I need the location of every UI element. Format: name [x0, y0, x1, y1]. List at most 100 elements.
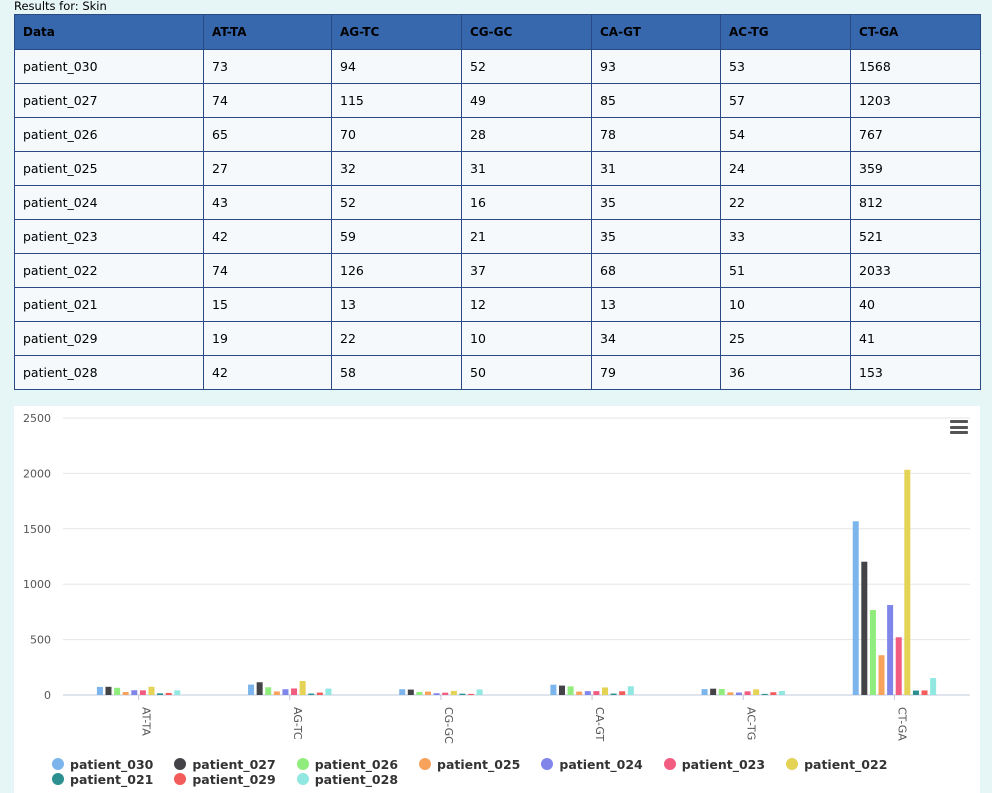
legend-item[interactable]: patient_028	[296, 772, 398, 787]
legend-item[interactable]: patient_029	[174, 772, 276, 787]
bar[interactable]	[425, 691, 432, 695]
bar[interactable]	[878, 655, 885, 695]
legend-label: patient_021	[70, 772, 154, 787]
bar[interactable]	[273, 691, 280, 695]
bar[interactable]	[930, 678, 937, 695]
table-cell: 115	[331, 83, 462, 118]
bar[interactable]	[861, 561, 868, 695]
bar[interactable]	[753, 689, 760, 695]
bar[interactable]	[727, 692, 734, 695]
bar[interactable]	[610, 693, 617, 695]
bar[interactable]	[407, 689, 414, 695]
bar[interactable]	[308, 693, 315, 695]
column-header: AC-TG	[720, 14, 851, 50]
table-cell: 1568	[850, 49, 981, 84]
legend-marker	[419, 758, 432, 770]
bar[interactable]	[710, 688, 717, 695]
row-label-cell: patient_025	[14, 151, 204, 186]
bar[interactable]	[291, 688, 298, 695]
table-row: patient_029 19 22 10 34 25 41	[14, 321, 981, 356]
legend-item[interactable]: patient_027	[174, 757, 276, 772]
bar[interactable]	[718, 689, 725, 695]
x-tick-label: AT-TA	[140, 707, 153, 736]
table-cell: 36	[720, 355, 851, 390]
legend-marker	[52, 773, 64, 785]
bar[interactable]	[433, 693, 440, 695]
legend-item[interactable]: patient_023	[663, 757, 765, 772]
bar[interactable]	[912, 690, 919, 695]
bar[interactable]	[887, 605, 894, 695]
bar[interactable]	[399, 689, 406, 695]
table-cell: 767	[850, 117, 981, 152]
bar[interactable]	[442, 692, 449, 695]
bar[interactable]	[558, 685, 565, 695]
bar[interactable]	[316, 692, 323, 695]
bar[interactable]	[299, 681, 306, 695]
legend-item[interactable]: patient_022	[786, 757, 887, 772]
legend-item[interactable]: patient_024	[541, 757, 643, 772]
bar[interactable]	[139, 690, 146, 695]
bar[interactable]	[96, 686, 103, 695]
legend-marker	[174, 773, 187, 785]
bar[interactable]	[576, 691, 583, 695]
bar[interactable]	[148, 686, 155, 695]
bar[interactable]	[165, 692, 172, 695]
bar[interactable]	[904, 469, 911, 695]
legend-item[interactable]: patient_026	[296, 757, 398, 772]
row-label-cell: patient_030	[14, 49, 204, 84]
bar[interactable]	[567, 686, 574, 695]
bar[interactable]	[416, 691, 423, 695]
table-cell: 59	[331, 219, 462, 254]
bar[interactable]	[114, 687, 121, 695]
bar[interactable]	[761, 693, 768, 695]
bar[interactable]	[601, 687, 608, 695]
table-cell: 16	[461, 185, 592, 220]
bar[interactable]	[869, 610, 876, 695]
bar[interactable]	[735, 692, 742, 695]
bar[interactable]	[744, 691, 751, 695]
table-cell: 68	[591, 253, 721, 288]
bar[interactable]	[921, 690, 928, 695]
bar[interactable]	[157, 693, 164, 695]
bar[interactable]	[248, 684, 255, 695]
table-row: patient_027 74 115 49 85 57 1203	[14, 83, 981, 118]
bar[interactable]	[131, 690, 138, 695]
bar[interactable]	[619, 691, 626, 695]
bar[interactable]	[778, 691, 785, 695]
bar[interactable]	[852, 521, 859, 695]
bar[interactable]	[282, 689, 289, 695]
bar[interactable]	[325, 688, 332, 695]
results-label: Results for: Skin	[14, 0, 107, 13]
bar[interactable]	[174, 690, 181, 695]
chart-panel: 0 500 1000 1500 2000 2500 AT-TA AG-TC CG-GC CA-GT…	[14, 406, 980, 793]
bar[interactable]	[265, 687, 272, 695]
table-cell: 10	[720, 287, 851, 322]
bar[interactable]	[122, 692, 129, 695]
legend-marker	[296, 758, 309, 770]
bar[interactable]	[627, 686, 634, 695]
table-cell: 22	[331, 321, 462, 356]
table-row: patient_030 73 94 52 93 53 1568	[14, 49, 981, 84]
bar[interactable]	[593, 691, 600, 695]
legend-item[interactable]: patient_021	[52, 772, 153, 787]
table-body: patient_030 73 94 52 93 53 1568 patient_027 74 11…	[14, 49, 981, 390]
legend-item[interactable]: patient_030	[52, 757, 153, 772]
bar[interactable]	[476, 689, 483, 695]
bar[interactable]	[459, 693, 466, 695]
table-cell: 153	[850, 355, 981, 390]
bar[interactable]	[701, 689, 708, 695]
bar[interactable]	[584, 691, 591, 695]
bar[interactable]	[895, 637, 902, 695]
bar[interactable]	[468, 693, 475, 695]
bar[interactable]	[256, 682, 263, 695]
bar[interactable]	[550, 684, 557, 695]
table-cell: 52	[461, 49, 592, 84]
table-cell: 31	[461, 151, 592, 186]
y-tick-label: 2000	[23, 467, 51, 480]
bar[interactable]	[105, 686, 112, 695]
bar[interactable]	[450, 690, 457, 695]
hamburger-menu-icon[interactable]	[950, 420, 968, 434]
bar[interactable]	[770, 692, 777, 695]
table-cell: 53	[720, 49, 851, 84]
legend-item[interactable]: patient_025	[419, 757, 520, 772]
